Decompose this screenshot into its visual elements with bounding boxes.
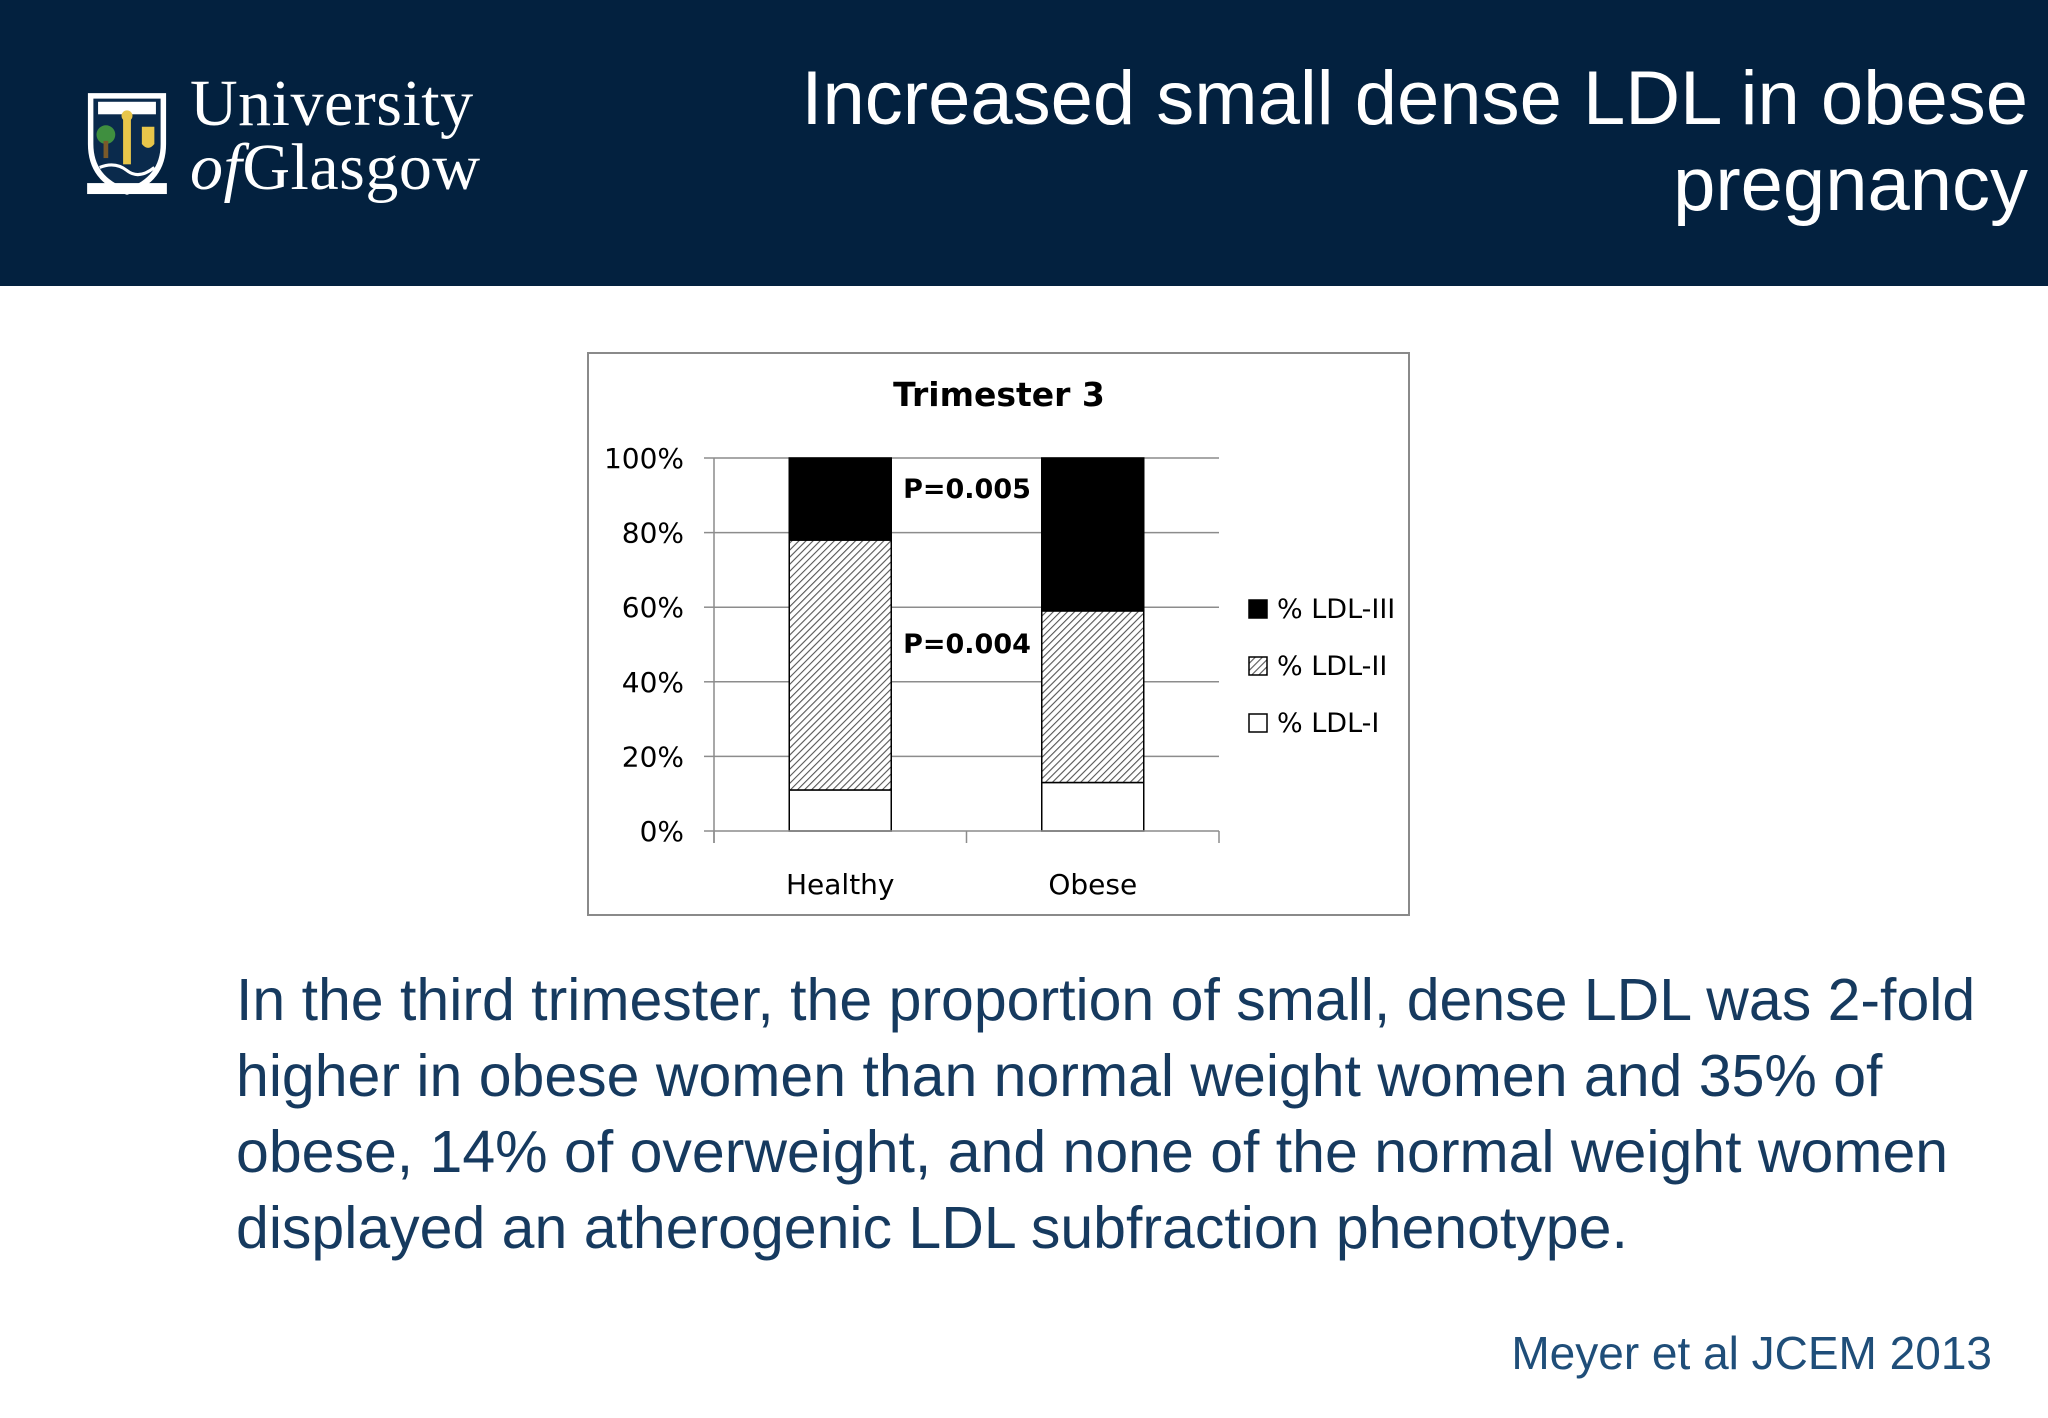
legend-swatch bbox=[1248, 713, 1268, 733]
university-crest-icon bbox=[87, 93, 167, 195]
body-paragraph: In the third trimester, the proportion o… bbox=[236, 967, 1976, 1261]
header-bar: University ofGlasgow Increased small den… bbox=[0, 0, 2048, 286]
legend-label: % LDL-III bbox=[1277, 594, 1395, 625]
y-tick-label: 40% bbox=[622, 666, 684, 699]
logo-glasgow: Glasgow bbox=[242, 131, 481, 204]
chart-title: Trimester 3 bbox=[893, 375, 1105, 414]
legend-label: % LDL-II bbox=[1277, 651, 1387, 682]
stacked-bar-chart: Trimester 3 0% 20% 40% 60% 80% 100% Healthy Obe… bbox=[604, 375, 1395, 901]
p-value-annotation-1: P=0.005 bbox=[903, 474, 1031, 505]
slide-title: Increased small dense LDL in obese pregn… bbox=[708, 56, 2028, 228]
bar-segment bbox=[788, 789, 892, 832]
bar-segment bbox=[788, 539, 892, 791]
bar-segment bbox=[788, 457, 892, 541]
legend-swatch bbox=[1248, 599, 1268, 619]
legend-label: % LDL-I bbox=[1277, 708, 1379, 739]
university-logo-text: University ofGlasgow bbox=[190, 67, 481, 201]
p-value-annotation-2: P=0.004 bbox=[903, 629, 1031, 660]
x-tick-label: Obese bbox=[1048, 868, 1137, 901]
citation: Meyer et al JCEM 2013 bbox=[1511, 1327, 1992, 1379]
bar-segment bbox=[1041, 457, 1145, 612]
slide-title-line-2: pregnancy bbox=[1673, 142, 2028, 227]
y-tick-label: 100% bbox=[604, 442, 684, 475]
logo-line-1: University bbox=[190, 67, 474, 140]
logo-of: of bbox=[190, 131, 243, 204]
bar-segment bbox=[1041, 781, 1145, 832]
x-tick-label: Healthy bbox=[786, 868, 895, 901]
y-tick-label: 0% bbox=[640, 815, 684, 848]
bar-segment bbox=[1041, 610, 1145, 784]
slide-title-line-1: Increased small dense LDL in obese bbox=[801, 56, 2028, 141]
y-tick-label: 60% bbox=[622, 591, 684, 624]
y-tick-label: 20% bbox=[622, 740, 684, 773]
y-tick-label: 80% bbox=[622, 517, 684, 550]
chart-container: Trimester 3 0% 20% 40% 60% 80% 100% Healthy Obe… bbox=[587, 352, 1410, 916]
legend-swatch bbox=[1248, 656, 1268, 676]
logo-line-2: ofGlasgow bbox=[190, 135, 481, 201]
